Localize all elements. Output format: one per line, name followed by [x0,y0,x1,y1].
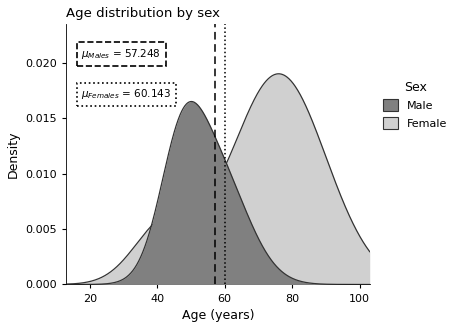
Text: $\mu_{Females}$ = 60.143: $\mu_{Females}$ = 60.143 [82,87,172,101]
Y-axis label: Density: Density [7,130,20,178]
Text: $\mu_{Males}$ = 57.248: $\mu_{Males}$ = 57.248 [82,47,161,61]
Legend: Male, Female: Male, Female [378,76,452,134]
X-axis label: Age (years): Age (years) [182,309,254,322]
Text: Age distribution by sex: Age distribution by sex [66,7,220,20]
